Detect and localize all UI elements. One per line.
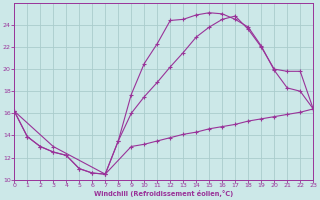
X-axis label: Windchill (Refroidissement éolien,°C): Windchill (Refroidissement éolien,°C) bbox=[94, 190, 233, 197]
